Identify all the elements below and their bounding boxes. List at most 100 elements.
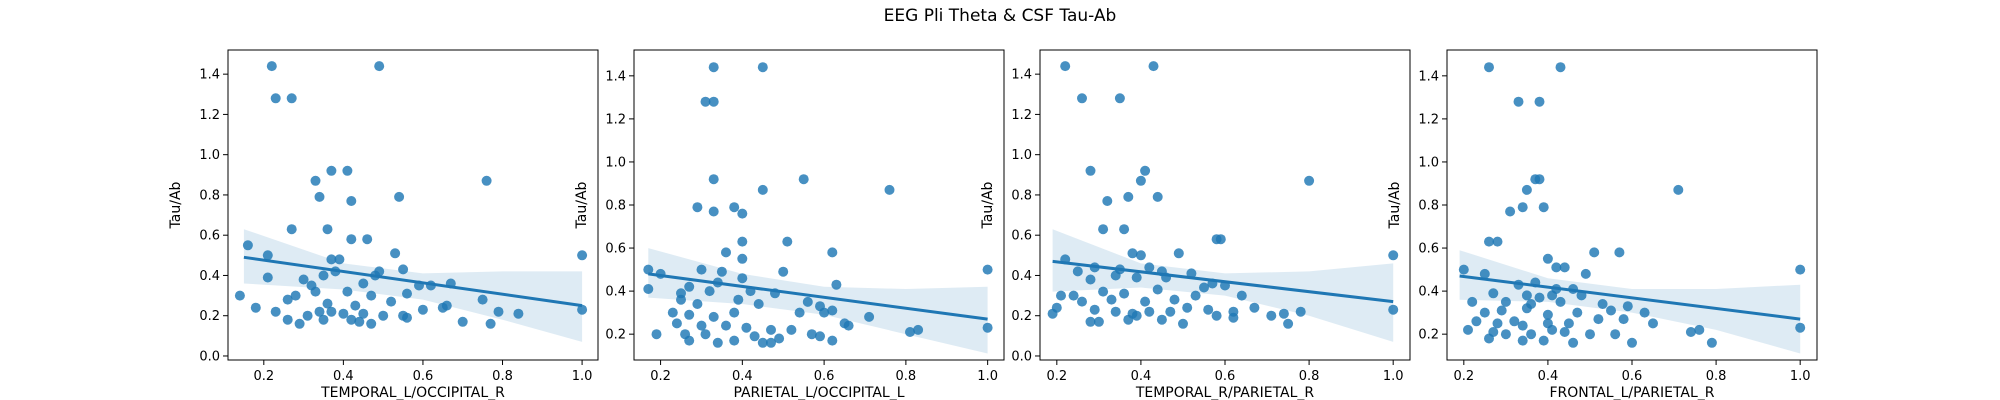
data-point — [741, 322, 752, 333]
x-tick-label: 0.4 — [732, 369, 753, 384]
data-point — [354, 316, 365, 327]
x-tick-label: 0.4 — [333, 369, 354, 384]
y-axis-label: Tau/Ab — [1387, 181, 1403, 229]
x-tick-label: 0.6 — [814, 369, 835, 384]
data-point — [1521, 290, 1532, 301]
data-point — [1555, 62, 1566, 73]
data-point — [1119, 288, 1130, 299]
data-point — [1304, 175, 1315, 186]
data-point — [684, 309, 695, 320]
data-point — [815, 331, 825, 342]
chart-1: 0.2 0.4 0.6 0.8 1.0 0.0 0.2 0.4 0.6 0.8 1.0 1.2 1.4 T… — [168, 49, 599, 400]
data-point — [1266, 310, 1277, 321]
data-point — [1526, 329, 1537, 340]
regression-line — [1459, 274, 1801, 321]
data-point — [1098, 224, 1109, 235]
data-point — [314, 191, 325, 202]
x-tick-label: 1.0 — [1790, 369, 1811, 384]
data-point — [1114, 93, 1125, 104]
data-point — [827, 335, 838, 346]
data-point — [358, 278, 369, 289]
data-point — [716, 266, 727, 277]
data-point — [290, 290, 301, 301]
data-point — [1127, 248, 1138, 259]
y-tick-label: 0.2 — [1011, 309, 1032, 324]
data-point — [1484, 62, 1494, 73]
data-point — [1144, 306, 1155, 317]
data-point — [342, 165, 353, 176]
data-point — [294, 318, 305, 329]
data-point — [318, 314, 329, 325]
y-tick-label: 0.2 — [199, 309, 220, 324]
data-point — [437, 302, 448, 313]
data-point — [1467, 296, 1478, 307]
data-point — [1492, 236, 1503, 247]
data-point — [1517, 335, 1528, 346]
data-point — [318, 270, 329, 281]
y-tick-label: 0.8 — [1011, 188, 1032, 203]
data-point — [1077, 296, 1087, 307]
data-point — [827, 247, 838, 258]
data-point — [1463, 324, 1473, 335]
data-point — [1278, 308, 1289, 319]
data-point — [843, 320, 854, 331]
data-point — [286, 224, 297, 235]
data-point — [1458, 264, 1469, 275]
y-tick-label: 1.0 — [1011, 148, 1032, 163]
data-point — [1144, 262, 1155, 273]
data-point — [1496, 305, 1507, 316]
y-tick-label: 1.0 — [605, 155, 626, 170]
data-point — [643, 264, 654, 275]
data-point — [310, 175, 321, 186]
data-point — [1123, 314, 1134, 325]
x-tick-label: 0.4 — [1131, 369, 1152, 384]
data-point — [386, 296, 397, 307]
data-point — [704, 286, 715, 297]
data-point — [778, 266, 789, 277]
y-tick-label: 0.4 — [605, 285, 626, 300]
data-point — [1388, 250, 1399, 261]
data-point — [1673, 184, 1684, 195]
x-tick-label: 1.0 — [1383, 369, 1404, 384]
y-tick-label: 0.2 — [605, 328, 626, 343]
data-point — [477, 294, 488, 305]
data-point — [374, 61, 385, 72]
data-point — [1706, 337, 1717, 348]
x-tick-label: 0.2 — [1453, 369, 1474, 384]
data-point — [1484, 333, 1494, 344]
data-point — [1072, 266, 1083, 277]
data-point — [1152, 191, 1163, 202]
data-point — [1538, 202, 1549, 213]
data-point — [806, 329, 817, 340]
data-point — [1627, 337, 1637, 348]
data-point — [864, 311, 875, 322]
data-point — [708, 96, 719, 107]
data-point — [390, 248, 401, 259]
data-point — [481, 175, 492, 186]
y-tick-label: 1.4 — [1418, 69, 1439, 84]
y-axis-label: Tau/Ab — [980, 181, 996, 229]
data-point — [1795, 264, 1806, 275]
chart-2: 0.2 0.4 0.6 0.8 1.0 0.2 0.4 0.6 0.8 1.0 1.2 1.4 PARI… — [574, 49, 1005, 400]
data-point — [1228, 312, 1239, 323]
data-point — [485, 318, 496, 329]
data-points — [234, 61, 588, 329]
y-tick-label: 0.0 — [1011, 349, 1032, 364]
data-point — [346, 314, 357, 325]
data-point — [737, 273, 748, 284]
y-tick-label: 1.2 — [1418, 112, 1439, 127]
data-point — [1119, 224, 1130, 235]
data-point — [1102, 196, 1113, 206]
data-point — [1547, 290, 1558, 301]
data-point — [314, 306, 325, 317]
data-point — [1521, 184, 1532, 195]
data-point — [1085, 274, 1096, 285]
data-point — [1085, 316, 1096, 327]
data-point — [1479, 268, 1490, 279]
data-point — [1186, 268, 1197, 279]
data-point — [827, 305, 838, 316]
y-axis-label: Tau/Ab — [168, 181, 184, 229]
data-point — [1534, 96, 1545, 107]
data-point — [700, 329, 711, 340]
